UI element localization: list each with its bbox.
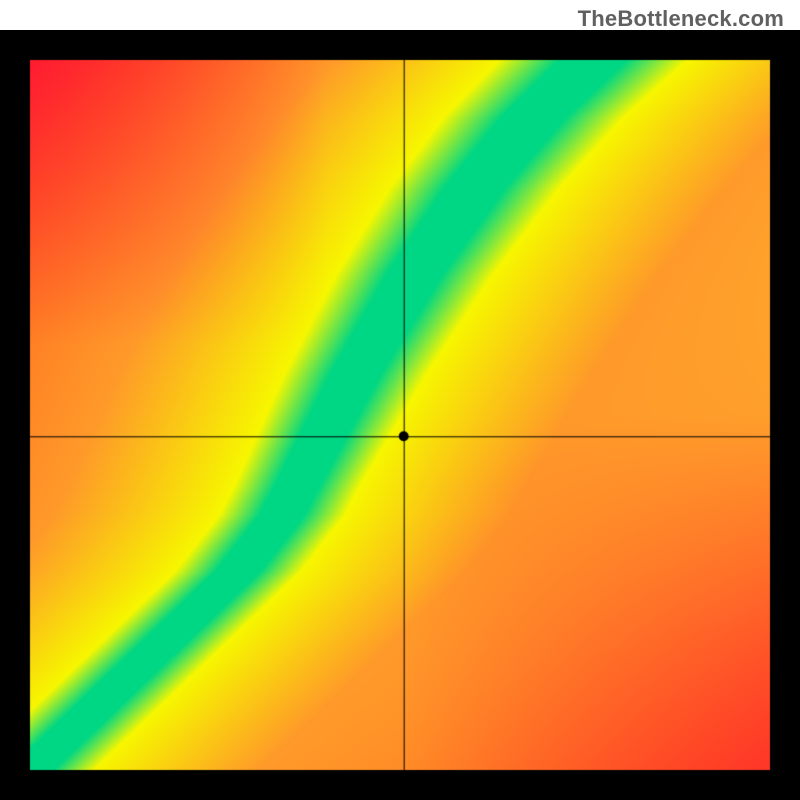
chart-container: TheBottleneck.com	[0, 0, 800, 800]
chart-frame	[0, 30, 800, 800]
heatmap-canvas	[0, 30, 800, 800]
watermark-text: TheBottleneck.com	[578, 6, 784, 32]
